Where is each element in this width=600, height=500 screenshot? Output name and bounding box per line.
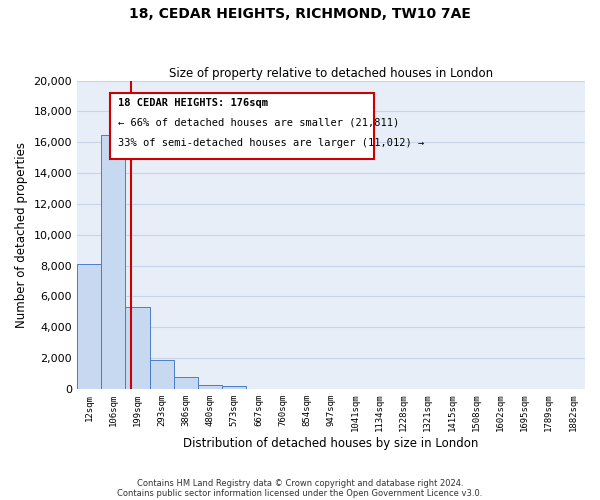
FancyBboxPatch shape bbox=[110, 93, 374, 160]
Title: Size of property relative to detached houses in London: Size of property relative to detached ho… bbox=[169, 66, 493, 80]
Bar bbox=[101, 134, 125, 389]
Bar bbox=[149, 360, 174, 389]
Bar bbox=[77, 264, 101, 389]
Text: Contains public sector information licensed under the Open Government Licence v3: Contains public sector information licen… bbox=[118, 488, 482, 498]
Bar bbox=[174, 378, 198, 389]
Text: 33% of semi-detached houses are larger (11,012) →: 33% of semi-detached houses are larger (… bbox=[118, 138, 424, 147]
Y-axis label: Number of detached properties: Number of detached properties bbox=[15, 142, 28, 328]
Text: ← 66% of detached houses are smaller (21,811): ← 66% of detached houses are smaller (21… bbox=[118, 118, 399, 128]
Bar bbox=[198, 384, 222, 389]
Text: Contains HM Land Registry data © Crown copyright and database right 2024.: Contains HM Land Registry data © Crown c… bbox=[137, 478, 463, 488]
Text: 18, CEDAR HEIGHTS, RICHMOND, TW10 7AE: 18, CEDAR HEIGHTS, RICHMOND, TW10 7AE bbox=[129, 8, 471, 22]
Bar bbox=[222, 386, 247, 389]
X-axis label: Distribution of detached houses by size in London: Distribution of detached houses by size … bbox=[184, 437, 479, 450]
Text: 18 CEDAR HEIGHTS: 176sqm: 18 CEDAR HEIGHTS: 176sqm bbox=[118, 98, 268, 108]
Bar bbox=[125, 308, 149, 389]
